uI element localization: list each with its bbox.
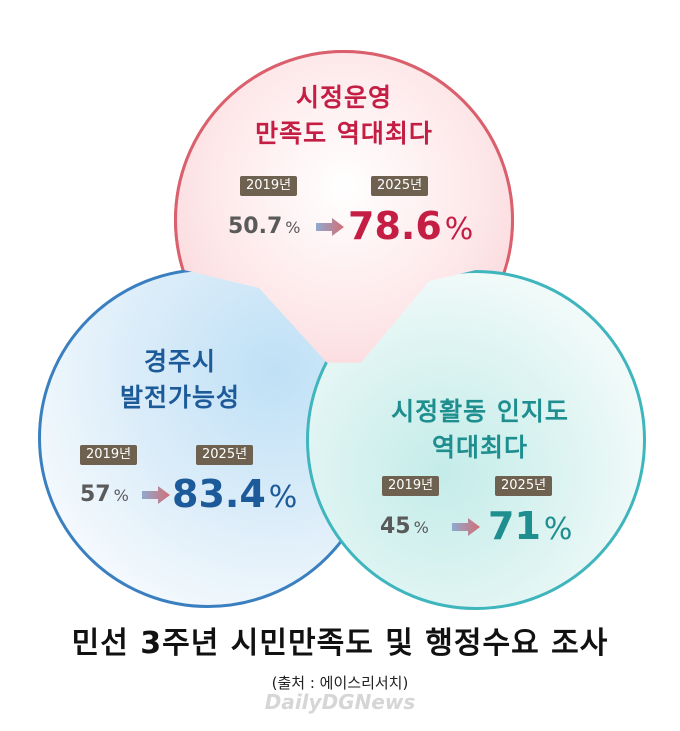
left-value-after-unit: %	[268, 480, 298, 515]
right-title-line2: 역대최다	[431, 433, 528, 462]
right-circle-title: 시정활동 인지도 역대최다	[350, 394, 610, 466]
left-value-after-number: 83.4	[172, 472, 266, 516]
right-year-before-badge: 2019년	[382, 476, 440, 496]
watermark-logo: DailyDGNews	[264, 690, 416, 714]
source-note: (출처 : 에이스리서치)	[271, 674, 409, 692]
left-year-before-badge: 2019년	[80, 445, 138, 465]
top-circle-title: 시정운영 만족도 역대최다	[214, 80, 474, 152]
right-value-before-unit: %	[413, 518, 429, 537]
top-title-line2: 만족도 역대최다	[255, 119, 433, 148]
left-year-after-badge: 2025년	[196, 445, 254, 465]
top-title-line1: 시정운영	[295, 83, 392, 112]
top-year-before-badge: 2019년	[240, 176, 298, 196]
right-value-after-unit: %	[543, 512, 573, 547]
right-value-after: 71%	[488, 504, 572, 548]
top-value-before: 50.7%	[228, 214, 300, 239]
right-arrow-icon	[452, 518, 480, 536]
top-value-after-number: 78.6	[348, 204, 442, 248]
left-value-before-number: 57	[80, 482, 111, 507]
right-value-after-number: 71	[488, 504, 541, 548]
right-title-line1: 시정활동 인지도	[391, 397, 569, 426]
left-circle-title: 경주시 발전가능성	[60, 344, 300, 416]
top-value-before-unit: %	[285, 218, 301, 237]
right-value-before: 45%	[380, 514, 429, 539]
left-title-line2: 발전가능성	[119, 383, 240, 412]
left-value-before-unit: %	[113, 486, 129, 505]
left-title-line1: 경주시	[143, 347, 216, 376]
top-value-before-number: 50.7	[228, 214, 283, 239]
top-arrow-icon	[316, 218, 344, 236]
right-value-before-number: 45	[380, 514, 411, 539]
top-value-after-unit: %	[444, 212, 474, 247]
left-value-before: 57%	[80, 482, 129, 507]
left-value-after: 83.4%	[172, 472, 297, 516]
right-year-after-badge: 2025년	[495, 476, 553, 496]
top-year-after-badge: 2025년	[371, 176, 429, 196]
left-arrow-icon	[142, 486, 170, 504]
caption-title: 민선 3주년 시민만족도 및 행정수요 조사	[71, 626, 609, 661]
top-value-after: 78.6%	[348, 204, 473, 248]
